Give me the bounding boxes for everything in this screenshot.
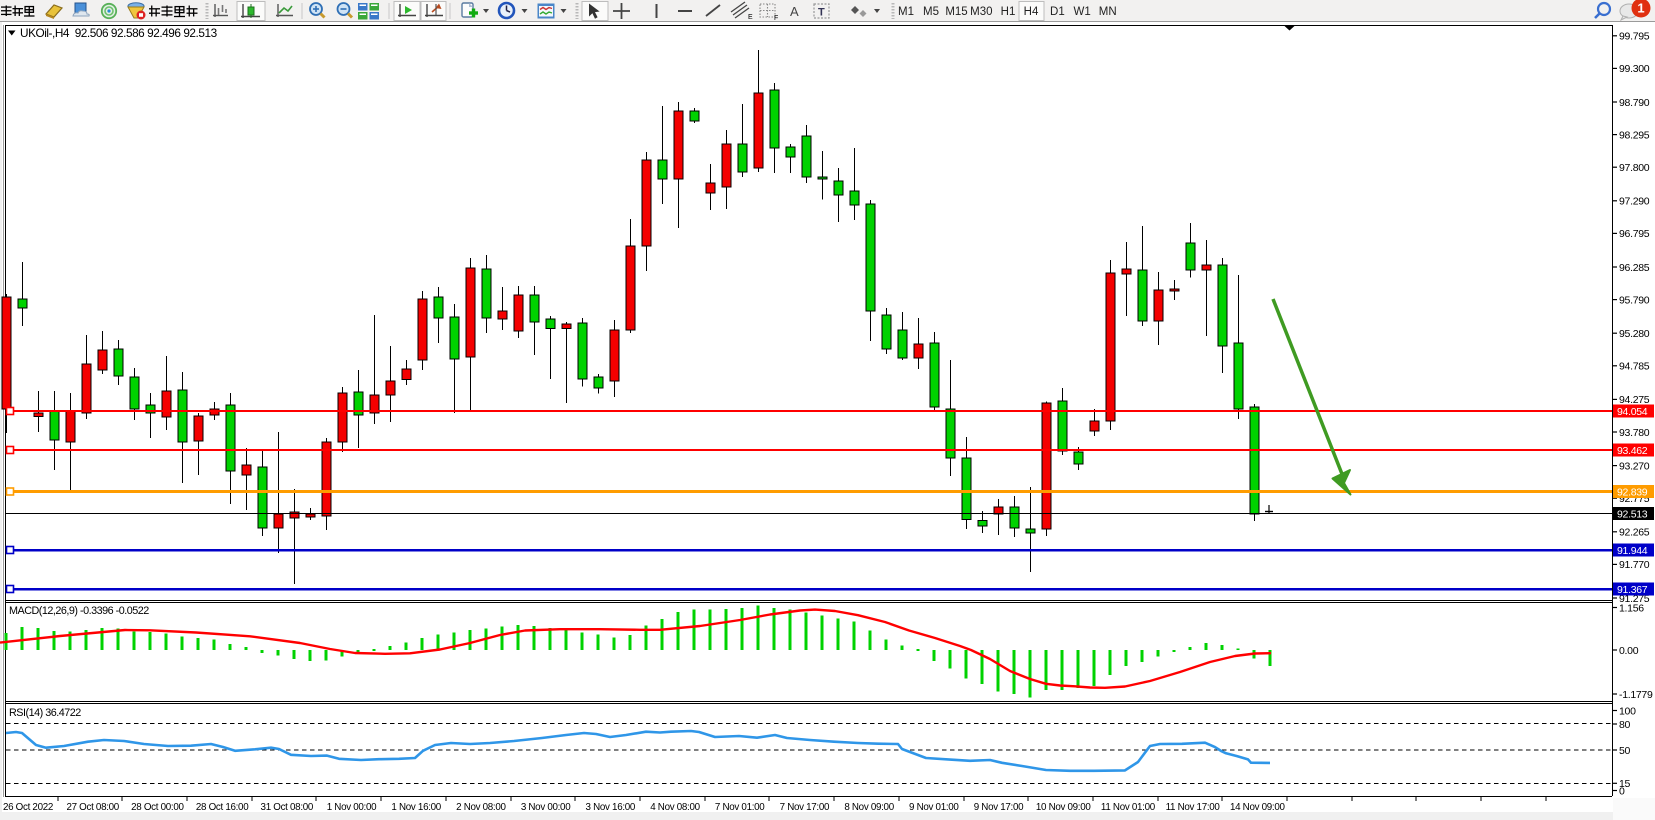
svg-text:93.462: 93.462 [1617,445,1648,457]
svg-text:99.300: 99.300 [1619,63,1650,75]
svg-text:F: F [774,15,778,22]
svg-text:RSI(14) 36.4722: RSI(14) 36.4722 [9,707,81,719]
svg-text:94.275: 94.275 [1619,394,1650,406]
svg-text:97.800: 97.800 [1619,162,1650,174]
svg-text:9 Nov 17:00: 9 Nov 17:00 [974,802,1024,813]
svg-text:M15: M15 [945,6,967,18]
svg-text:95.790: 95.790 [1619,294,1650,306]
svg-text:0.00: 0.00 [1619,645,1639,657]
svg-text:28 Oct 16:00: 28 Oct 16:00 [196,802,249,813]
svg-text:11 Nov 17:00: 11 Nov 17:00 [1166,802,1221,813]
svg-text:91.944: 91.944 [1617,545,1648,557]
svg-text:UKOil-,H4 92.506 92.586 92.49: UKOil-,H4 92.506 92.586 92.496 92.513 [20,26,218,40]
svg-text:H4: H4 [1024,6,1039,18]
svg-text:M30: M30 [970,6,992,18]
svg-text:7 Nov 01:00: 7 Nov 01:00 [715,802,765,813]
svg-text:3 Nov 16:00: 3 Nov 16:00 [586,802,636,813]
svg-text:92.513: 92.513 [1617,509,1648,521]
svg-text:10 Nov 09:00: 10 Nov 09:00 [1036,802,1092,813]
svg-text:1.156: 1.156 [1619,602,1644,614]
svg-text:91.367: 91.367 [1617,584,1648,596]
svg-text:7 Nov 17:00: 7 Nov 17:00 [780,802,830,813]
svg-text:95.280: 95.280 [1619,328,1650,340]
svg-text:D1: D1 [1050,6,1065,18]
svg-text:26 Oct 2022: 26 Oct 2022 [3,802,53,813]
svg-text:93.780: 93.780 [1619,427,1650,439]
svg-text:11 Nov 01:00: 11 Nov 01:00 [1101,802,1156,813]
svg-text:50: 50 [1619,745,1631,757]
svg-text:96.285: 96.285 [1619,262,1650,274]
svg-text:MACD(12,26,9) -0.3396 -0.0522: MACD(12,26,9) -0.3396 -0.0522 [9,605,149,617]
svg-text:0: 0 [1619,785,1625,797]
svg-text:W1: W1 [1073,6,1090,18]
svg-text:T: T [818,7,825,19]
svg-text:91.275: 91.275 [1619,593,1650,605]
svg-text:MN: MN [1099,6,1117,18]
svg-text:98.790: 98.790 [1619,97,1650,109]
svg-text:15: 15 [1619,778,1631,790]
svg-text:1: 1 [1637,1,1644,16]
svg-text:94.054: 94.054 [1617,406,1648,418]
svg-text:91.770: 91.770 [1619,559,1650,571]
svg-text:A: A [790,4,799,19]
svg-text:4 Nov 08:00: 4 Nov 08:00 [650,802,700,813]
svg-text:97.290: 97.290 [1619,196,1650,208]
svg-text:14 Nov 09:00: 14 Nov 09:00 [1230,802,1286,813]
svg-text:92.839: 92.839 [1617,487,1648,499]
svg-text:93.270: 93.270 [1619,460,1650,472]
svg-text:9 Nov 01:00: 9 Nov 01:00 [909,802,959,813]
svg-text:100: 100 [1619,705,1636,717]
svg-text:H1: H1 [1001,6,1016,18]
svg-text:-1.1779: -1.1779 [1619,689,1653,701]
svg-text:1 Nov 16:00: 1 Nov 16:00 [391,802,441,813]
svg-text:96.795: 96.795 [1619,228,1650,240]
svg-text:92.265: 92.265 [1619,527,1650,539]
svg-text:2 Nov 08:00: 2 Nov 08:00 [456,802,506,813]
svg-text:M1: M1 [898,6,914,18]
svg-text:94.785: 94.785 [1619,361,1650,373]
svg-text:99.795: 99.795 [1619,31,1650,43]
svg-text:80: 80 [1619,719,1631,731]
svg-text:M5: M5 [923,6,939,18]
svg-text:27 Oct 08:00: 27 Oct 08:00 [66,802,119,813]
svg-text:E: E [748,14,753,21]
svg-text:1 Nov 00:00: 1 Nov 00:00 [327,802,377,813]
svg-text:28 Oct 00:00: 28 Oct 00:00 [131,802,184,813]
svg-text:8 Nov 09:00: 8 Nov 09:00 [844,802,894,813]
svg-text:98.295: 98.295 [1619,129,1650,141]
svg-text:3 Nov 00:00: 3 Nov 00:00 [521,802,571,813]
svg-text:31 Oct 08:00: 31 Oct 08:00 [261,802,314,813]
